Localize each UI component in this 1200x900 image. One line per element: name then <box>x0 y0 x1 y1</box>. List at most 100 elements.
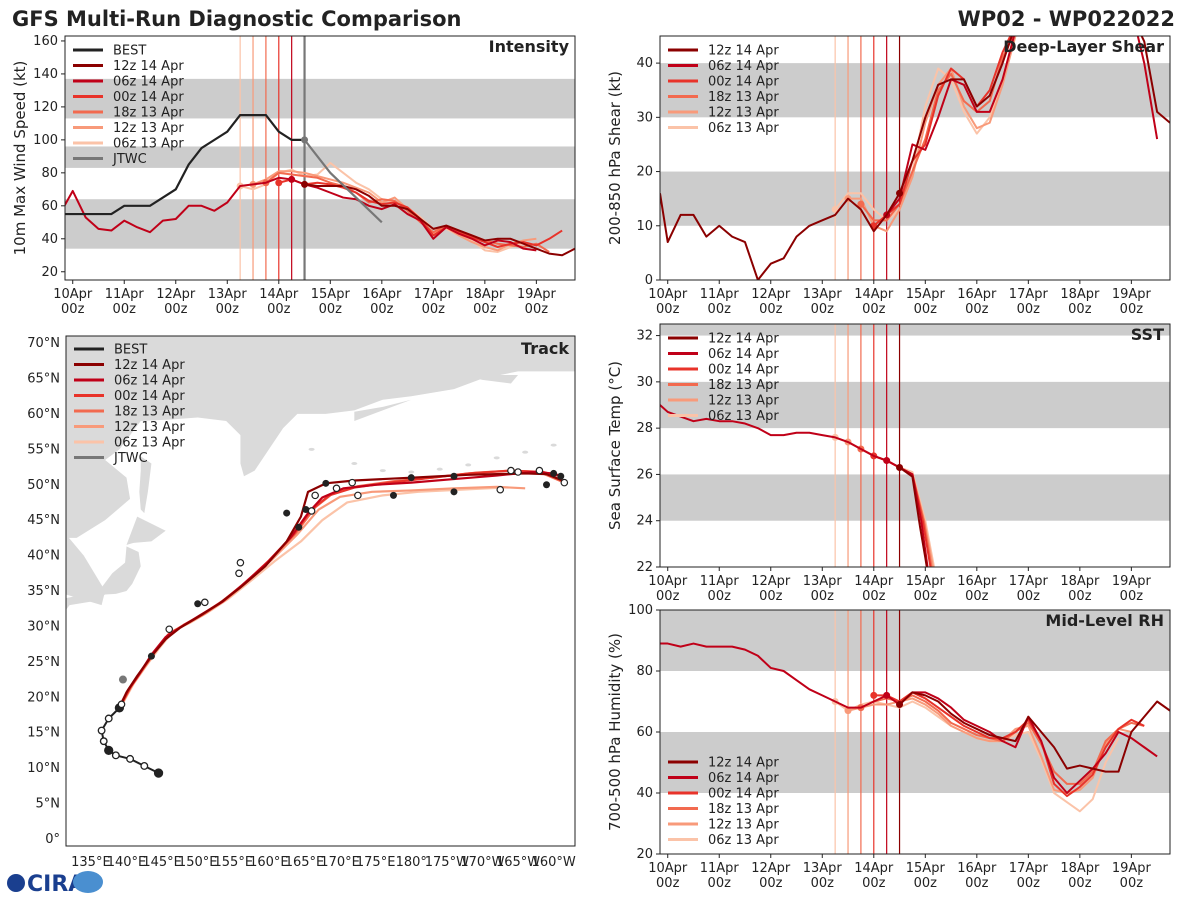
y-axis-label: 700-500 hPa Humidity (%) <box>606 633 624 831</box>
x-tick-sublabel: 00z <box>61 302 85 317</box>
x-tick-label: 17Apr <box>1009 861 1049 876</box>
x-tick-label: 18Apr <box>1060 861 1100 876</box>
sakhalin <box>139 456 152 514</box>
shaded-band <box>660 610 1170 671</box>
cira-logo: CIRA <box>7 871 103 897</box>
x-tick-label: 16Apr <box>362 287 402 302</box>
shaded-band <box>660 171 1170 226</box>
x-tick-sublabel: 00z <box>267 302 291 317</box>
shaded-band <box>660 324 1170 336</box>
plot-frame <box>64 35 576 281</box>
best-track-marker <box>140 762 149 770</box>
init-marker <box>896 701 904 709</box>
x-tick-sublabel: 00z <box>759 589 783 604</box>
aleutian-island <box>493 456 500 460</box>
x-tick-label: 16Apr <box>957 574 997 589</box>
aleutian-island <box>550 443 557 447</box>
init-marker <box>301 180 309 188</box>
x-tick-sublabel: 00z <box>1017 876 1041 891</box>
panel-intensity: 2040608010012014016010Apr00z11Apr00z12Ap… <box>11 34 576 317</box>
x-tick-sublabel: 00z <box>914 589 938 604</box>
logo-wave-icon <box>73 871 103 893</box>
legend-label: BEST <box>113 44 146 59</box>
x-tick-label: 18Apr <box>465 287 505 302</box>
track-marker-filled <box>295 523 303 531</box>
x-tick-label: 14Apr <box>854 287 894 302</box>
legend-label: 06z 13 Apr <box>114 436 185 451</box>
legend-label: 06z 13 Apr <box>113 137 184 152</box>
honshu <box>66 546 141 610</box>
legend-label: 00z 14 Apr <box>114 389 185 404</box>
lon-tick-label: 140°E <box>107 855 147 870</box>
x-tick-sublabel: 00z <box>1017 302 1041 317</box>
panel-shear: 01020304010Apr00z11Apr00z12Apr00z13Apr00… <box>606 35 1171 317</box>
best-track-marker <box>153 768 164 778</box>
init-marker <box>857 200 865 208</box>
legend-label: 00z 14 Apr <box>708 363 779 378</box>
track-marker-open <box>307 507 316 515</box>
x-tick-sublabel: 00z <box>811 302 835 317</box>
aleutian-island <box>351 462 358 465</box>
legend-label: 06z 13 Apr <box>708 409 779 424</box>
legend-label: 18z 13 Apr <box>708 378 779 393</box>
aleutian-island <box>308 447 315 451</box>
y-axis-label: Sea Surface Temp (°C) <box>606 361 624 530</box>
lon-tick-label: 165°W <box>496 855 540 870</box>
x-tick-sublabel: 00z <box>965 302 989 317</box>
best-track-marker <box>97 726 106 735</box>
x-tick-sublabel: 00z <box>656 302 680 317</box>
init-marker <box>275 179 283 187</box>
series-line-18z-13-Apr <box>265 171 550 253</box>
x-tick-sublabel: 00z <box>965 876 989 891</box>
x-tick-label: 17Apr <box>414 287 454 302</box>
lon-tick-label: 170°E <box>320 855 360 870</box>
y-tick-label: 60 <box>636 725 653 740</box>
legend-label: JTWC <box>113 451 148 466</box>
x-tick-sublabel: 00z <box>811 589 835 604</box>
track-marker-filled <box>147 652 155 660</box>
y-tick-label: 22 <box>636 560 653 575</box>
x-tick-label: 16Apr <box>957 861 997 876</box>
y-tick-label: 120 <box>33 100 58 115</box>
lat-tick-label: 20°N <box>27 690 60 705</box>
legend-label: 18z 13 Apr <box>114 405 185 420</box>
lat-tick-label: 0° <box>45 832 60 847</box>
aleutian-island <box>379 469 386 473</box>
panel-title: Mid-Level RH <box>1045 611 1164 630</box>
x-tick-label: 19Apr <box>517 287 557 302</box>
x-tick-sublabel: 00z <box>708 876 732 891</box>
x-tick-sublabel: 00z <box>914 302 938 317</box>
track-marker-filled <box>322 479 330 487</box>
lat-tick-label: 45°N <box>27 513 60 528</box>
x-tick-sublabel: 00z <box>1017 589 1041 604</box>
legend-label: 12z 13 Apr <box>113 121 184 136</box>
track-marker-open <box>354 491 362 500</box>
x-tick-label: 10Apr <box>648 574 688 589</box>
legend-label: 00z 14 Apr <box>113 90 184 105</box>
legend-label: 12z 14 Apr <box>708 756 779 771</box>
legend-label: 12z 14 Apr <box>114 358 185 373</box>
legend-label: 18z 13 Apr <box>113 106 184 121</box>
x-tick-sublabel: 00z <box>1068 589 1092 604</box>
init-marker <box>896 189 904 197</box>
x-tick-label: 10Apr <box>53 287 93 302</box>
lat-tick-label: 15°N <box>27 726 60 741</box>
logo-globe-icon <box>7 874 25 892</box>
x-tick-sublabel: 00z <box>862 589 886 604</box>
panel-title: Intensity <box>489 37 570 56</box>
series-line-12z-13-Apr <box>252 170 537 252</box>
legend-label: 18z 13 Apr <box>708 90 779 105</box>
x-tick-sublabel: 00z <box>1068 302 1092 317</box>
init-marker <box>883 457 891 465</box>
legend-label: 12z 13 Apr <box>114 420 185 435</box>
x-tick-sublabel: 00z <box>862 302 886 317</box>
init-marker <box>288 175 296 183</box>
x-tick-label: 11Apr <box>105 287 145 302</box>
x-tick-sublabel: 00z <box>422 302 446 317</box>
y-tick-label: 40 <box>41 232 58 247</box>
x-tick-label: 17Apr <box>1009 574 1049 589</box>
lon-tick-label: 145°E <box>142 855 182 870</box>
x-tick-label: 19Apr <box>1112 287 1152 302</box>
jtwc-line <box>303 139 383 224</box>
